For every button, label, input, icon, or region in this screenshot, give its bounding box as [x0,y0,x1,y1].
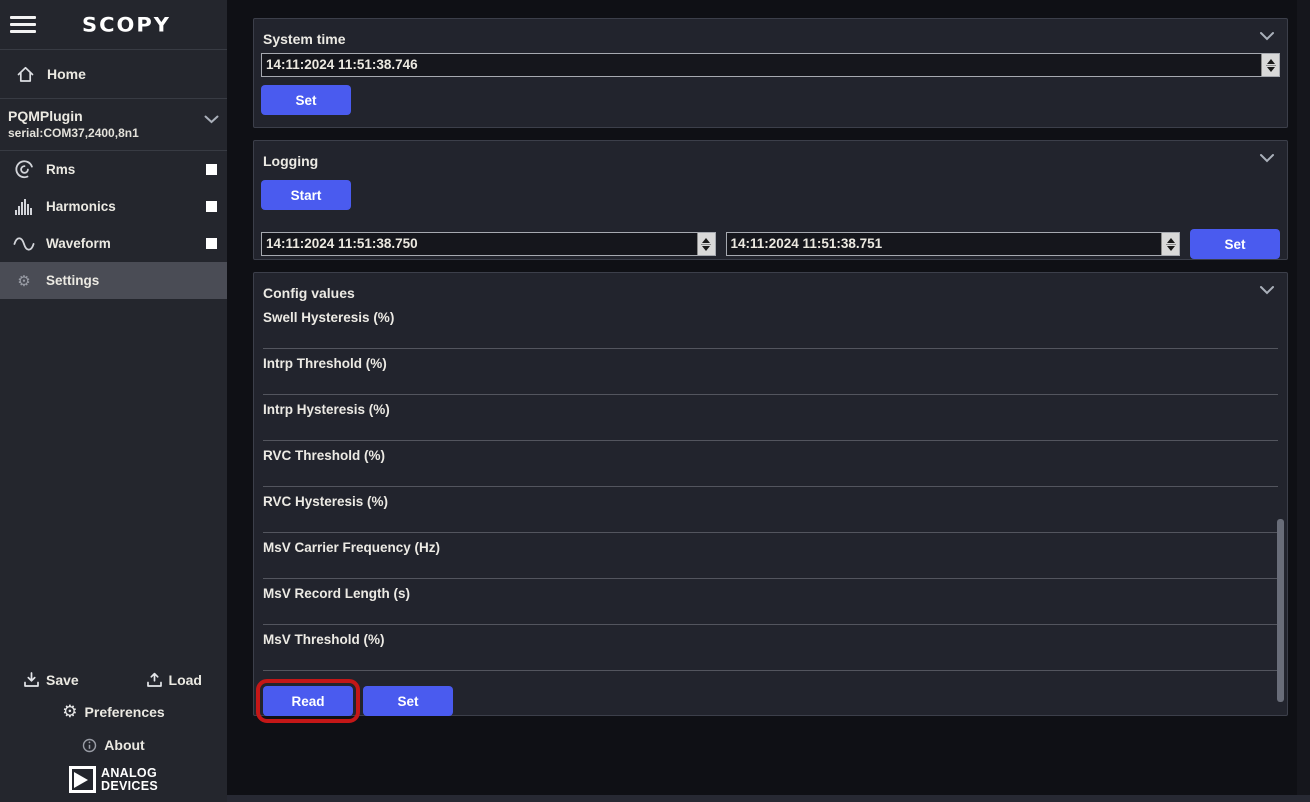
start-logging-button[interactable]: Start [261,180,351,210]
load-label: Load [168,671,202,688]
scrollbar-thumb[interactable] [1277,519,1284,702]
info-icon [82,738,97,753]
home-icon [16,65,35,84]
config-label: RVC Hysteresis (%) [263,494,389,509]
window-right-edge [1297,0,1310,802]
config-row-intrp-hysteresis: Intrp Hysteresis (%) [263,395,1278,441]
chevron-down-icon[interactable] [1259,153,1275,163]
load-button[interactable]: Load [146,671,202,688]
datetime-value[interactable]: 14:11:2024 11:51:38.751 [730,236,883,251]
logging-start-input[interactable]: 14:11:2024 11:51:38.750 [261,232,716,256]
sidebar-item-settings[interactable]: ⚙ Settings [0,262,227,299]
harmonics-icon [13,197,35,216]
tool-indicator[interactable] [206,201,217,212]
config-row-msv-threshold: MsV Threshold (%) [263,625,1278,671]
config-label: Intrp Hysteresis (%) [263,402,390,417]
preferences-label: Preferences [84,704,165,720]
logging-panel: Logging Start 14:11:2024 11:51:38.750 14… [253,140,1288,260]
home-label: Home [47,66,86,82]
datetime-spinner[interactable] [696,233,715,255]
sidebar-item-rms[interactable]: Rms [0,151,227,188]
about-label: About [104,737,145,753]
sidebar: SCOPY Home PQMPlugin serial:COM37,2400,8… [0,0,227,802]
config-label: RVC Threshold (%) [263,448,386,463]
config-label: MsV Threshold (%) [263,632,385,647]
sidebar-item-harmonics[interactable]: Harmonics [0,188,227,225]
config-row-msv-carrier-frequency: MsV Carrier Frequency (Hz) [263,533,1278,579]
chevron-down-icon[interactable] [1259,285,1275,295]
chevron-down-icon[interactable] [1259,31,1275,41]
logging-end-input[interactable]: 14:11:2024 11:51:38.751 [725,232,1180,256]
sidebar-footer: Save Load ⚙ Preferences [0,671,227,802]
system-time-panel: System time 14:11:2024 11:51:38.746 Set [253,18,1288,128]
save-icon [23,671,40,688]
chevron-down-icon[interactable] [204,115,219,124]
panel-title: Logging [263,153,319,169]
tool-indicator[interactable] [206,164,217,175]
scopy-logo: SCOPY [82,13,171,36]
brand-line1: ANALOG [101,766,157,780]
config-label: Swell Hysteresis (%) [263,310,395,325]
window-bottom-edge [227,795,1310,802]
panel-title: System time [263,31,346,47]
waveform-icon [13,235,35,252]
rms-icon [13,159,35,180]
preferences-button[interactable]: ⚙ Preferences [0,702,227,722]
tool-indicator[interactable] [206,238,217,249]
panel-title: Config values [263,285,355,301]
config-row-msv-record-length: MsV Record Length (s) [263,579,1278,625]
set-system-time-button[interactable]: Set [261,85,351,115]
load-icon [146,671,163,688]
plugin-title: PQMPlugin [8,108,83,124]
datetime-spinner[interactable] [1161,233,1179,255]
config-label: MsV Carrier Frequency (Hz) [263,540,441,555]
tool-label: Settings [46,273,100,288]
sidebar-item-home[interactable]: Home [0,50,227,99]
plugin-subtitle: serial:COM37,2400,8n1 [8,126,139,140]
sidebar-header: SCOPY [0,0,227,50]
read-config-button[interactable]: Read [256,679,360,723]
set-config-button[interactable]: Set [363,686,453,716]
config-row-swell-hysteresis: Swell Hysteresis (%) [263,303,1278,349]
sidebar-plugin-header[interactable]: PQMPlugin serial:COM37,2400,8n1 [0,99,227,151]
sidebar-item-waveform[interactable]: Waveform [0,225,227,262]
set-logging-button[interactable]: Set [1190,229,1280,259]
config-row-rvc-hysteresis: RVC Hysteresis (%) [263,487,1278,533]
datetime-spinner[interactable] [1261,54,1279,76]
settings-page: System time 14:11:2024 11:51:38.746 Set … [253,0,1288,723]
analog-devices-logo: ANALOG DEVICES [0,766,227,800]
tool-label: Harmonics [46,199,116,214]
brand-line2: DEVICES [101,778,158,793]
gear-icon: ⚙ [17,271,31,290]
config-row-intrp-threshold: Intrp Threshold (%) [263,349,1278,395]
gear-icon: ⚙ [62,702,78,722]
about-button[interactable]: About [0,737,227,753]
adi-triangle-icon [69,766,96,793]
hamburger-menu-icon[interactable] [10,16,36,33]
tool-label: Waveform [46,236,111,251]
datetime-value[interactable]: 14:11:2024 11:51:38.750 [266,236,418,251]
config-label: MsV Record Length (s) [263,586,411,601]
config-values-panel: Config values Swell Hysteresis (%) Intrp… [253,272,1288,723]
config-label: Intrp Threshold (%) [263,356,387,371]
tool-label: Rms [46,162,76,177]
save-button[interactable]: Save [23,671,79,688]
datetime-value[interactable]: 14:11:2024 11:51:38.746 [266,57,418,72]
system-time-input[interactable]: 14:11:2024 11:51:38.746 [261,53,1280,77]
config-row-rvc-threshold: RVC Threshold (%) [263,441,1278,487]
save-label: Save [46,671,79,688]
